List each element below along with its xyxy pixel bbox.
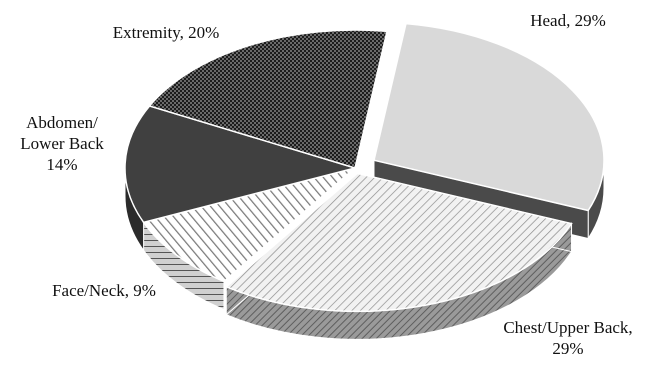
- slice-head: [373, 22, 605, 212]
- slice-label-chest-upper-back-line-2: 29%: [552, 339, 583, 358]
- slice-label-head: Head, 29%: [530, 11, 606, 30]
- slice-label-abdomen-lower-back-line-2: Lower Back: [20, 134, 104, 153]
- slice-label-abdomen-lower-back-line-3: 14%: [46, 155, 77, 174]
- slice-chest-upper-back: [224, 172, 573, 313]
- slices-layer: [124, 22, 605, 340]
- slice-abdomen-lower-back: [124, 105, 358, 224]
- slice-face-neck: [142, 167, 356, 283]
- slice-label-face-neck: Face/Neck, 9%: [52, 281, 156, 300]
- slice-label-extremity: Extremity, 20%: [113, 23, 220, 42]
- slice-extremity: [148, 29, 388, 169]
- slice-label-abdomen-lower-back-line-1: Abdomen/: [26, 113, 98, 132]
- labels-layer: Head, 29% Chest/Upper Back, 29% Face/Neck, …: [20, 11, 632, 358]
- slice-label-chest-upper-back-line-1: Chest/Upper Back,: [503, 318, 632, 337]
